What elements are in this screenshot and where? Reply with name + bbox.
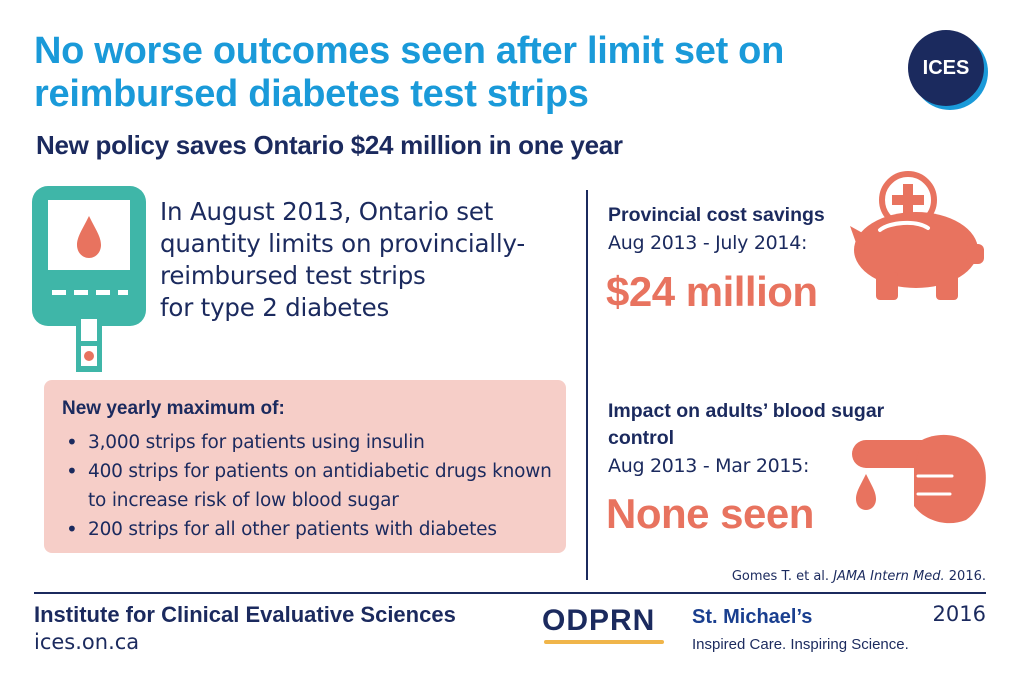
yearly-maximum-box: New yearly maximum of: 3,000 strips for … — [44, 380, 566, 553]
page-subtitle: New policy saves Ontario $24 million in … — [36, 130, 623, 160]
footer-year: 2016 — [932, 602, 986, 626]
intro-line: for type 2 diabetes — [160, 293, 390, 322]
page-title: No worse outcomes seen after limit set o… — [34, 30, 785, 115]
organization-name: Institute for Clinical Evaluative Scienc… — [34, 602, 456, 627]
yearly-maximum-heading: New yearly maximum of: — [62, 398, 285, 419]
list-item: 400 strips for patients on antidiabetic … — [66, 457, 561, 515]
citation: Gomes T. et al. JAMA Intern Med. 2016. — [732, 569, 986, 584]
ices-logo: ICES — [908, 30, 984, 106]
citation-year: 2016. — [948, 569, 986, 584]
odprn-logo-underline — [544, 640, 664, 644]
savings-period: Aug 2013 - July 2014: — [608, 232, 808, 254]
savings-heading: Provincial cost savings — [608, 204, 825, 226]
list-item: 3,000 strips for patients using insulin — [66, 428, 561, 457]
organization-url[interactable]: ices.on.ca — [34, 630, 140, 654]
st-michaels-logo: St. Michael’s — [692, 606, 813, 628]
citation-authors: Gomes T. et al. — [731, 569, 830, 584]
st-michaels-tagline: Inspired Care. Inspiring Science. — [692, 636, 909, 653]
piggy-bank-icon — [850, 171, 984, 300]
glucose-meter-icon — [32, 186, 146, 372]
savings-value: $24 million — [606, 268, 818, 315]
vertical-divider — [586, 190, 588, 580]
ices-logo-text: ICES — [922, 57, 970, 79]
impact-heading: Impact on adults’ blood sugar control — [608, 400, 885, 449]
intro-line: In August 2013, Ontario set — [160, 197, 494, 226]
intro-text: In August 2013, Ontario set quantity lim… — [160, 196, 570, 324]
odprn-logo: ODPRN — [542, 604, 656, 637]
list-item: 200 strips for all other patients with d… — [66, 515, 561, 544]
impact-period: Aug 2013 - Mar 2015: — [608, 455, 810, 477]
intro-line: quantity limits on provincially- — [160, 229, 525, 258]
citation-journal: JAMA Intern Med. — [833, 569, 945, 584]
intro-line: reimbursed test strips — [160, 261, 426, 290]
finger-prick-icon — [852, 434, 986, 524]
horizontal-divider — [34, 592, 986, 594]
impact-value: None seen — [606, 490, 814, 537]
yearly-maximum-list: 3,000 strips for patients using insulin … — [66, 428, 561, 544]
